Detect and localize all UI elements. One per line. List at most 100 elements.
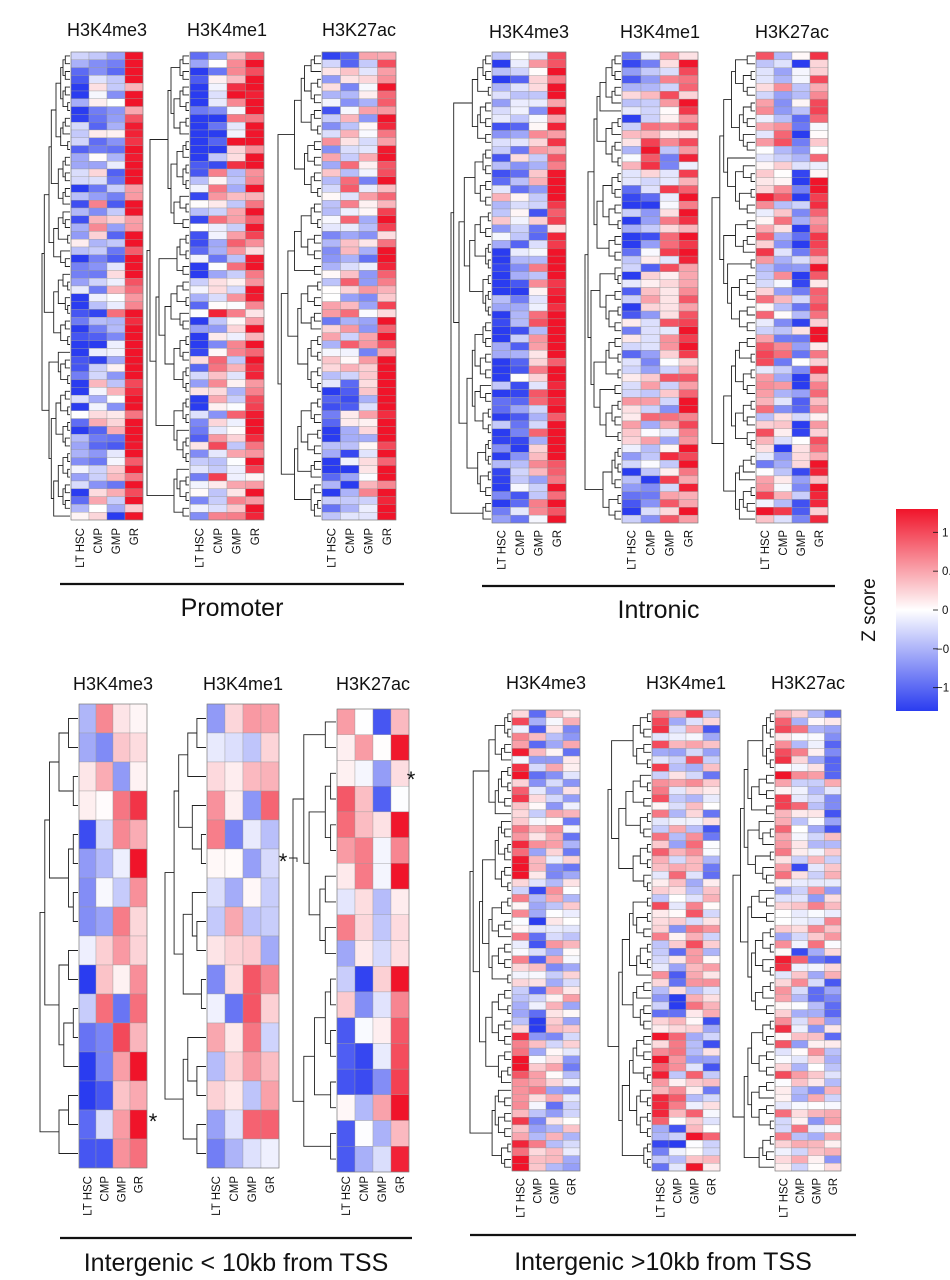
heatmap-cell xyxy=(245,176,265,185)
heatmap-cell xyxy=(245,371,265,380)
heatmap-cell xyxy=(377,67,397,76)
heatmap-cell xyxy=(377,184,397,193)
heatmap-cell xyxy=(545,886,564,895)
heatmap-cell xyxy=(124,231,144,240)
heatmap-cell xyxy=(547,146,567,155)
heatmap-cell xyxy=(659,334,680,343)
heatmap-cell xyxy=(755,373,775,382)
heatmap-cell xyxy=(755,365,775,375)
heatmap-cell xyxy=(702,1032,721,1041)
heatmap-cell xyxy=(678,106,699,115)
heatmap-cell xyxy=(668,794,687,803)
heatmap-cell xyxy=(510,279,530,288)
heatmap-cell xyxy=(791,755,809,764)
heatmap-cell xyxy=(372,734,392,761)
heatmap-cell xyxy=(491,452,511,461)
heatmap-cell xyxy=(773,208,793,218)
heatmap-cell xyxy=(189,246,209,255)
heatmap-cell xyxy=(70,51,90,60)
heatmap-cell xyxy=(547,310,567,320)
heatmap-cell xyxy=(511,1063,530,1072)
heatmap-cell xyxy=(659,75,680,84)
heatmap-cell xyxy=(809,373,829,382)
heatmap-cell xyxy=(106,184,126,193)
heatmap-cell xyxy=(755,216,775,225)
heatmap-cell xyxy=(377,75,397,84)
heatmap-cell xyxy=(621,318,642,327)
heatmap-cell xyxy=(824,1155,842,1164)
heatmap-cell xyxy=(208,324,228,333)
heatmap-cell xyxy=(791,326,811,335)
heatmap-cell xyxy=(226,67,246,76)
heatmap-cell xyxy=(124,356,144,365)
heatmap-cell xyxy=(124,387,144,396)
heatmap-cell xyxy=(358,239,378,248)
heatmap-cell xyxy=(651,994,670,1003)
panel-border xyxy=(491,51,567,524)
heatmap-cell xyxy=(685,1140,704,1149)
heatmap-cell xyxy=(528,748,547,757)
heatmap-cell xyxy=(809,381,829,390)
heatmap-cell xyxy=(206,819,226,850)
heatmap-cell xyxy=(510,138,530,147)
heatmap-cell xyxy=(208,270,228,279)
heatmap-cell xyxy=(70,223,90,232)
heatmap-cell xyxy=(547,303,567,312)
heatmap-cell xyxy=(562,955,581,964)
heatmap-cell xyxy=(511,1055,530,1064)
heatmap-cell xyxy=(358,410,378,419)
heatmap-cell xyxy=(791,1086,809,1095)
heatmap-cell xyxy=(124,371,144,380)
heatmap-cell xyxy=(88,512,108,521)
heatmap-cell xyxy=(358,317,378,326)
heatmap-cell xyxy=(124,168,144,177)
heatmap-cell xyxy=(124,184,144,193)
heatmap-cell xyxy=(321,332,341,341)
heatmap-cell xyxy=(678,350,699,359)
heatmap-cell xyxy=(791,1047,809,1056)
heatmap-cell xyxy=(321,410,341,419)
heatmap-cell xyxy=(528,67,548,76)
heatmap-cell xyxy=(528,224,548,233)
heatmap-cell xyxy=(321,51,341,60)
heatmap-cell xyxy=(528,499,548,508)
heatmap-cell xyxy=(377,512,397,521)
heatmap-cell xyxy=(340,278,360,287)
heatmap-cells xyxy=(491,51,567,524)
heatmap-cell xyxy=(208,90,228,99)
heatmap-cell xyxy=(528,1093,547,1103)
heatmap-cell xyxy=(189,441,209,450)
heatmap-cell xyxy=(340,512,360,521)
heatmap-cell xyxy=(621,98,642,108)
heatmap-cell xyxy=(755,67,775,76)
heatmap-cell xyxy=(774,1163,792,1172)
heatmap-cell xyxy=(70,441,90,450)
heatmap-cell xyxy=(112,819,131,850)
heatmap-cell xyxy=(651,855,670,864)
heatmap-cell xyxy=(773,514,793,524)
heatmap-cell xyxy=(562,886,581,895)
heatmap-cell xyxy=(511,863,530,872)
heatmap-cell xyxy=(774,994,792,1003)
heatmap-cell xyxy=(824,755,842,764)
heatmap-cell xyxy=(621,114,642,123)
heatmap-cell xyxy=(95,1022,114,1053)
heatmap-cell xyxy=(791,412,811,422)
heatmap-cell xyxy=(547,208,567,218)
heatmap-cell xyxy=(358,137,378,146)
heatmap-cell xyxy=(774,755,792,764)
heatmap-cell xyxy=(640,295,661,304)
heatmap-cell xyxy=(208,363,228,372)
heatmap-cell xyxy=(358,223,378,232)
heatmap-cell xyxy=(702,955,721,964)
heatmap-cell xyxy=(70,59,90,68)
heatmap-cell xyxy=(528,948,547,957)
heatmap-cell xyxy=(809,153,829,163)
heatmap-cell xyxy=(340,200,360,209)
column-label: GR xyxy=(382,528,394,545)
heatmap-cell xyxy=(189,184,209,193)
heatmap-cell xyxy=(791,75,811,84)
heatmap-cell xyxy=(189,75,209,84)
heatmap-cell xyxy=(545,1032,564,1041)
heatmap-cell xyxy=(791,342,811,351)
